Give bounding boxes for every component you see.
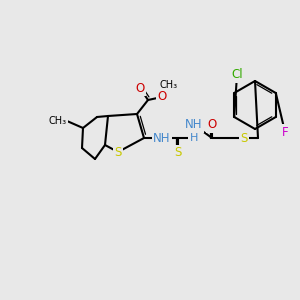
Text: S: S (174, 146, 182, 160)
Text: H: H (190, 133, 198, 143)
Text: O: O (158, 91, 166, 103)
Text: O: O (207, 118, 217, 131)
Text: CH₃: CH₃ (49, 116, 67, 126)
Text: NH: NH (153, 131, 171, 145)
Text: O: O (135, 82, 145, 94)
Text: S: S (240, 131, 248, 145)
Text: CH₃: CH₃ (160, 80, 178, 90)
Text: F: F (282, 125, 288, 139)
Text: S: S (114, 146, 122, 158)
Text: Cl: Cl (231, 68, 243, 82)
Text: NH: NH (185, 118, 203, 131)
